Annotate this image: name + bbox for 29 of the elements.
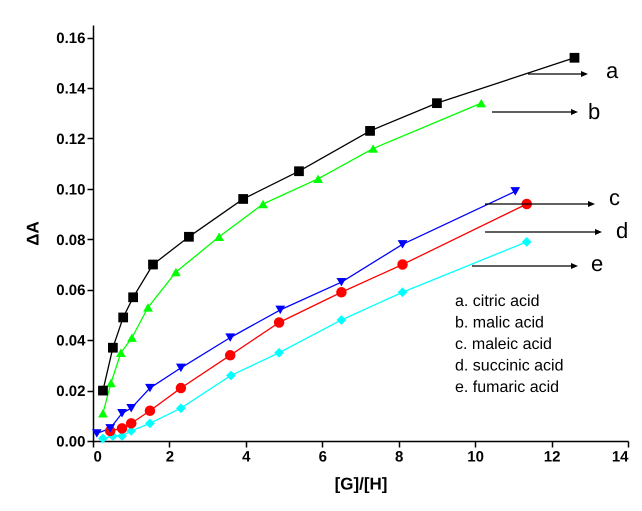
annotation: a. citric acid [455,293,540,310]
y-tick-label: 0.02 [56,383,86,400]
annotation: b [588,99,600,124]
y-axis-title: ΔA [23,221,42,246]
x-tick-label: 14 [612,448,630,466]
y-tick-label: 0.06 [56,282,86,300]
y-tick-label: 0.08 [56,232,86,249]
x-tick-label: 6 [318,448,327,466]
y-tick-label: 0.10 [56,181,86,198]
x-tick-label: 2 [166,448,174,466]
x-tick-label: 8 [395,448,404,466]
annotation: c. maleic acid [455,336,552,353]
y-tick-label: 0.14 [56,80,86,98]
annotation: a [606,58,619,83]
y-tick-label: 0.16 [56,30,86,48]
x-axis-title: [G]/[H] [334,474,388,494]
annotation: e. fumaric acid [455,379,560,396]
y-tick-label: 0.12 [56,130,86,148]
annotation: d. succinic acid [455,358,564,374]
x-tick-label: 0 [94,448,102,466]
annotation: c [609,185,620,210]
annotation: d [616,218,628,243]
annotation: b. malic acid [455,314,544,332]
x-tick-label: 4 [242,448,252,466]
x-tick-label: 10 [467,448,484,466]
y-tick-label: 0.00 [56,434,86,450]
y-tick-label: 0.04 [56,332,86,350]
x-tick-label: 12 [544,448,560,466]
annotation: e [591,251,604,276]
